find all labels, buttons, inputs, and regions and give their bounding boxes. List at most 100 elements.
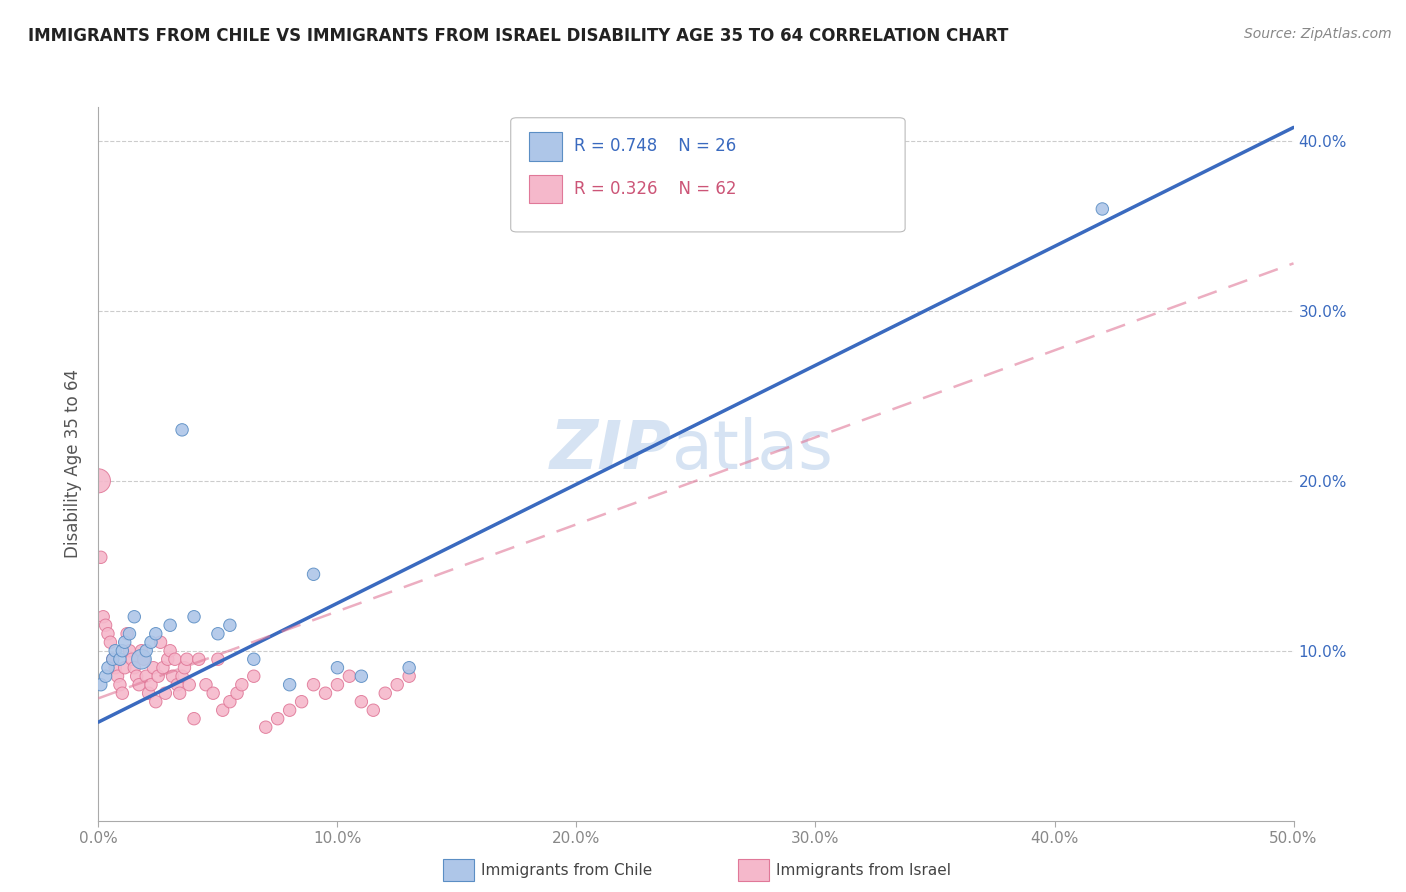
Point: [121, 652, 143, 666]
Point: [135, 669, 157, 683]
Point: [91, 609, 114, 624]
Point: [243, 652, 266, 666]
Text: IMMIGRANTS FROM CHILE VS IMMIGRANTS FROM ISRAEL DISABILITY AGE 35 TO 64 CORRELAT: IMMIGRANTS FROM CHILE VS IMMIGRANTS FROM…: [28, 27, 1008, 45]
Point: [124, 661, 146, 675]
Point: [173, 661, 195, 675]
Point: [104, 644, 127, 658]
Point: [166, 678, 188, 692]
Point: [207, 626, 229, 640]
Point: [159, 618, 181, 632]
Point: [142, 661, 165, 675]
Text: R = 0.326    N = 62: R = 0.326 N = 62: [574, 180, 737, 198]
Point: [169, 686, 191, 700]
Text: Immigrants from Israel: Immigrants from Israel: [776, 863, 950, 878]
Point: [302, 567, 325, 582]
Point: [152, 661, 174, 675]
Point: [108, 652, 131, 666]
Point: [172, 669, 194, 683]
Point: [135, 644, 157, 658]
Point: [148, 669, 170, 683]
Point: [326, 661, 349, 675]
Text: ZIP: ZIP: [550, 417, 672, 483]
Point: [231, 678, 253, 692]
Point: [138, 686, 160, 700]
Point: [183, 712, 205, 726]
Point: [155, 686, 177, 700]
Point: [339, 669, 360, 683]
Text: atlas: atlas: [672, 417, 832, 483]
Point: [363, 703, 385, 717]
Point: [131, 652, 153, 666]
Point: [202, 686, 225, 700]
Point: [278, 703, 301, 717]
Point: [139, 678, 162, 692]
Point: [176, 652, 198, 666]
Point: [128, 678, 150, 692]
Text: R = 0.748    N = 26: R = 0.748 N = 26: [574, 137, 737, 155]
Point: [326, 678, 349, 692]
Point: [350, 669, 373, 683]
Point: [118, 626, 141, 640]
Point: [101, 652, 124, 666]
Point: [172, 423, 194, 437]
Point: [111, 644, 134, 658]
Point: [179, 678, 201, 692]
Point: [254, 720, 277, 734]
Bar: [529, 175, 562, 203]
Point: [97, 661, 120, 675]
Y-axis label: Disability Age 35 to 64: Disability Age 35 to 64: [65, 369, 83, 558]
Point: [114, 661, 136, 675]
Point: [243, 669, 266, 683]
Point: [385, 678, 409, 692]
Point: [162, 669, 184, 683]
Point: [207, 652, 229, 666]
Point: [139, 635, 162, 649]
Point: [187, 652, 209, 666]
Point: [118, 644, 141, 658]
Point: [219, 618, 242, 632]
Point: [94, 669, 117, 683]
Point: [226, 686, 249, 700]
Point: [90, 550, 112, 565]
Point: [90, 678, 112, 692]
Point: [219, 695, 242, 709]
Point: [114, 635, 136, 649]
Point: [163, 652, 186, 666]
Point: [87, 474, 110, 488]
Point: [211, 703, 233, 717]
Point: [291, 695, 314, 709]
Point: [159, 644, 181, 658]
Point: [111, 686, 134, 700]
Point: [149, 635, 172, 649]
Text: Immigrants from Chile: Immigrants from Chile: [481, 863, 652, 878]
Point: [302, 678, 325, 692]
Point: [98, 635, 122, 649]
Text: Source: ZipAtlas.com: Source: ZipAtlas.com: [1244, 27, 1392, 41]
Point: [131, 644, 153, 658]
Point: [145, 626, 167, 640]
Point: [156, 652, 179, 666]
Point: [194, 678, 218, 692]
Point: [108, 678, 131, 692]
Point: [94, 618, 117, 632]
Bar: [529, 132, 562, 161]
Point: [350, 695, 373, 709]
Point: [115, 626, 138, 640]
Point: [374, 686, 396, 700]
Point: [101, 652, 124, 666]
Point: [278, 678, 301, 692]
Point: [104, 661, 127, 675]
Point: [398, 669, 420, 683]
Point: [107, 669, 129, 683]
Point: [97, 626, 120, 640]
Point: [145, 695, 167, 709]
Point: [315, 686, 337, 700]
Point: [183, 609, 205, 624]
Point: [125, 669, 148, 683]
Point: [398, 661, 420, 675]
Point: [1091, 202, 1114, 216]
Point: [124, 609, 146, 624]
Point: [132, 652, 155, 666]
FancyBboxPatch shape: [510, 118, 905, 232]
Point: [267, 712, 290, 726]
